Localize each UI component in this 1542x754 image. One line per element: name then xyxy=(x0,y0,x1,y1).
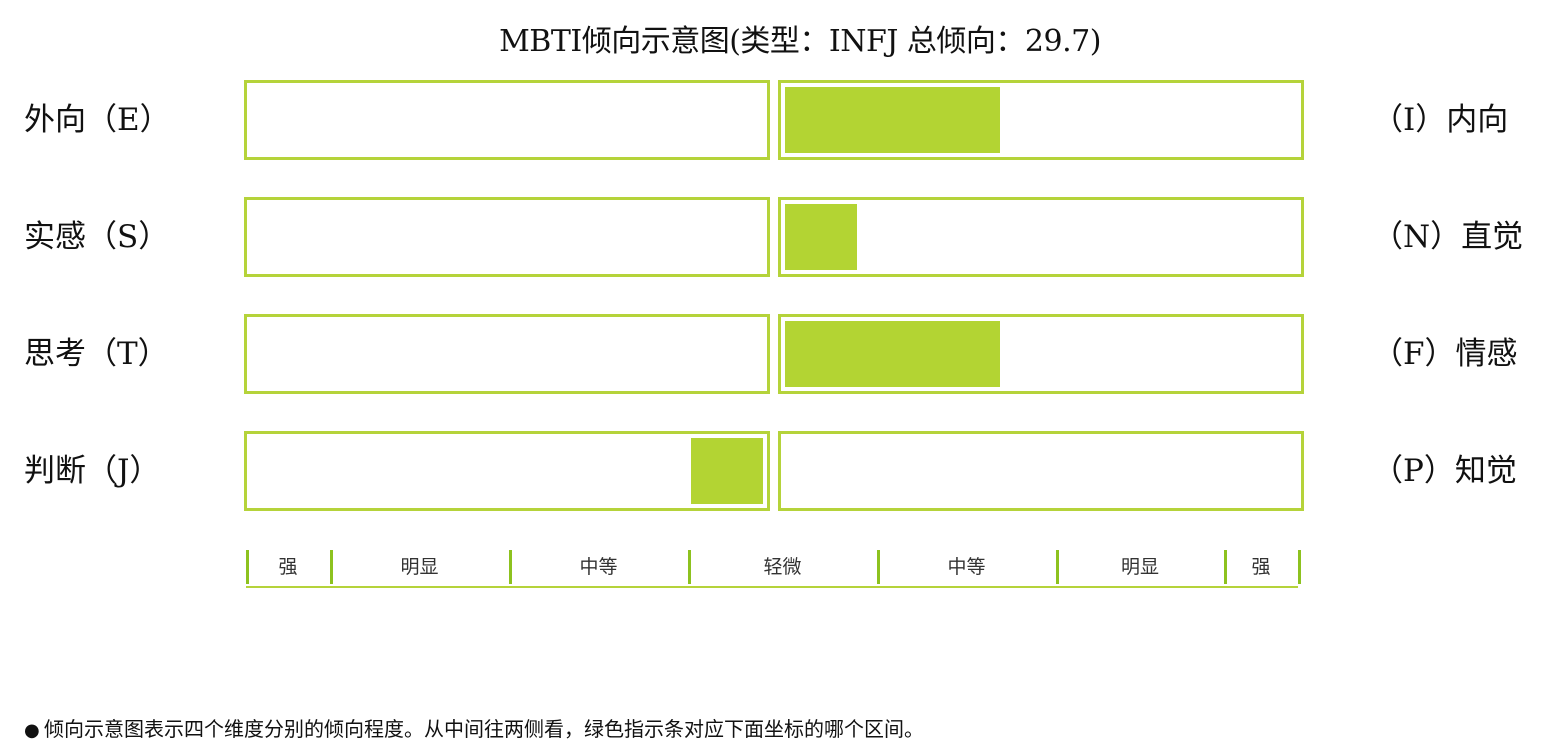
tendency-bar xyxy=(785,87,1000,153)
strength-scale-axis: 强 明显 中等 轻微 中等 明显 强 xyxy=(246,548,1301,588)
tendency-bar xyxy=(691,438,763,504)
scale-tick xyxy=(330,550,333,584)
right-pole-label: （I）内向 xyxy=(1372,102,1509,138)
dimension-row-ei: 外向（E） （I）内向 xyxy=(0,80,1542,160)
scale-tick xyxy=(1056,550,1059,584)
right-pole-label: （N）直觉 xyxy=(1372,219,1524,255)
scale-label: 明显 xyxy=(1120,556,1159,578)
left-bar-track xyxy=(244,314,770,394)
scale-tick xyxy=(877,550,880,584)
right-bar-track xyxy=(778,431,1304,511)
scale-tick xyxy=(246,550,249,584)
dimension-row-jp: 判断（J） （P）知觉 xyxy=(0,431,1542,511)
scale-tick xyxy=(509,550,512,584)
scale-label: 轻微 xyxy=(763,556,802,578)
scale-label: 中等 xyxy=(947,556,986,578)
tendency-bar xyxy=(785,204,857,270)
left-bar-track xyxy=(244,80,770,160)
bullet-icon: ● xyxy=(24,720,40,741)
chart-footnote: ● 倾向示意图表示四个维度分别的倾向程度。从中间往两侧看，绿色指示条对应下面坐标的… xyxy=(24,712,924,746)
scale-label: 强 xyxy=(1251,556,1271,578)
left-pole-label: 判断（J） xyxy=(24,453,161,489)
scale-label: 明显 xyxy=(400,556,439,578)
left-pole-label: 思考（T） xyxy=(24,336,169,372)
dimension-row-tf: 思考（T） （F）情感 xyxy=(0,314,1542,394)
scale-label: 中等 xyxy=(579,556,618,578)
right-pole-label: （F）情感 xyxy=(1372,336,1518,372)
scale-label: 强 xyxy=(278,556,298,578)
scale-tick xyxy=(1298,550,1301,584)
right-bar-track xyxy=(778,197,1304,277)
right-pole-label: （P）知觉 xyxy=(1372,453,1517,489)
chart-title: MBTI倾向示意图(类型：INFJ 总倾向：29.7) xyxy=(499,24,1101,59)
tendency-bar xyxy=(785,321,1000,387)
left-bar-track xyxy=(244,431,770,511)
left-pole-label: 实感（S） xyxy=(24,219,170,255)
scale-tick xyxy=(688,550,691,584)
right-bar-track xyxy=(778,314,1304,394)
right-bar-track xyxy=(778,80,1304,160)
left-bar-track xyxy=(244,197,770,277)
left-pole-label: 外向（E） xyxy=(24,102,171,138)
scale-tick xyxy=(1224,550,1227,584)
dimension-row-sn: 实感（S） （N）直觉 xyxy=(0,197,1542,277)
footnote-text: 倾向示意图表示四个维度分别的倾向程度。从中间往两侧看，绿色指示条对应下面坐标的哪… xyxy=(44,717,924,741)
